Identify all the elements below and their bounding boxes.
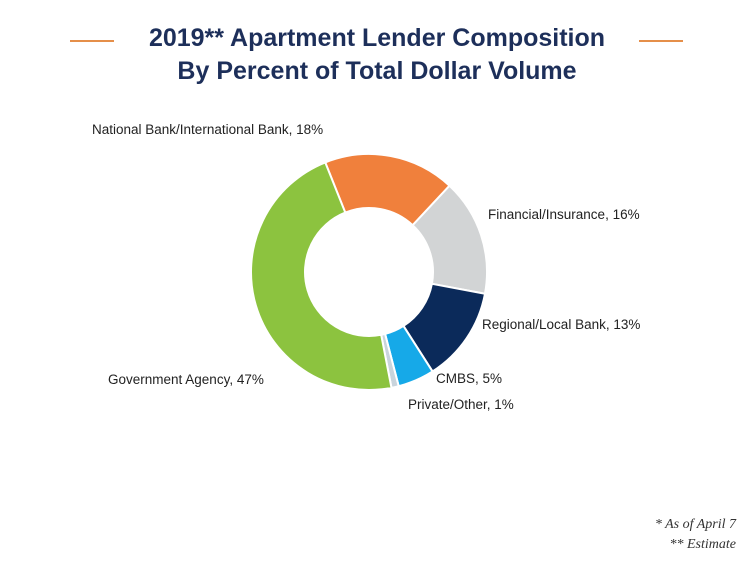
label-cmbs: CMBS, 5% — [436, 371, 502, 386]
footnote-estimate: ** Estimate — [669, 537, 737, 552]
donut-slices — [250, 153, 488, 391]
slice-labels: National Bank/International Bank, 18% Fi… — [92, 122, 640, 412]
title-rule-left — [70, 40, 114, 42]
chart-title: 2019** Apartment Lender Composition By P… — [0, 22, 754, 88]
label-government-agency: Government Agency, 47% — [108, 372, 264, 387]
label-national-bank: National Bank/International Bank, 18% — [92, 122, 323, 137]
title-line-1: 2019** Apartment Lender Composition — [148, 24, 606, 52]
label-private-other: Private/Other, 1% — [408, 397, 514, 412]
label-regional-local-bank: Regional/Local Bank, 13% — [482, 317, 640, 332]
footnote-as-of: * As of April 7 — [654, 517, 736, 532]
title-line-2: By Percent of Total Dollar Volume — [177, 57, 577, 85]
label-financial-insurance: Financial/Insurance, 16% — [488, 207, 640, 222]
title-rule-right — [639, 40, 683, 42]
slice-government-agency — [250, 161, 393, 391]
